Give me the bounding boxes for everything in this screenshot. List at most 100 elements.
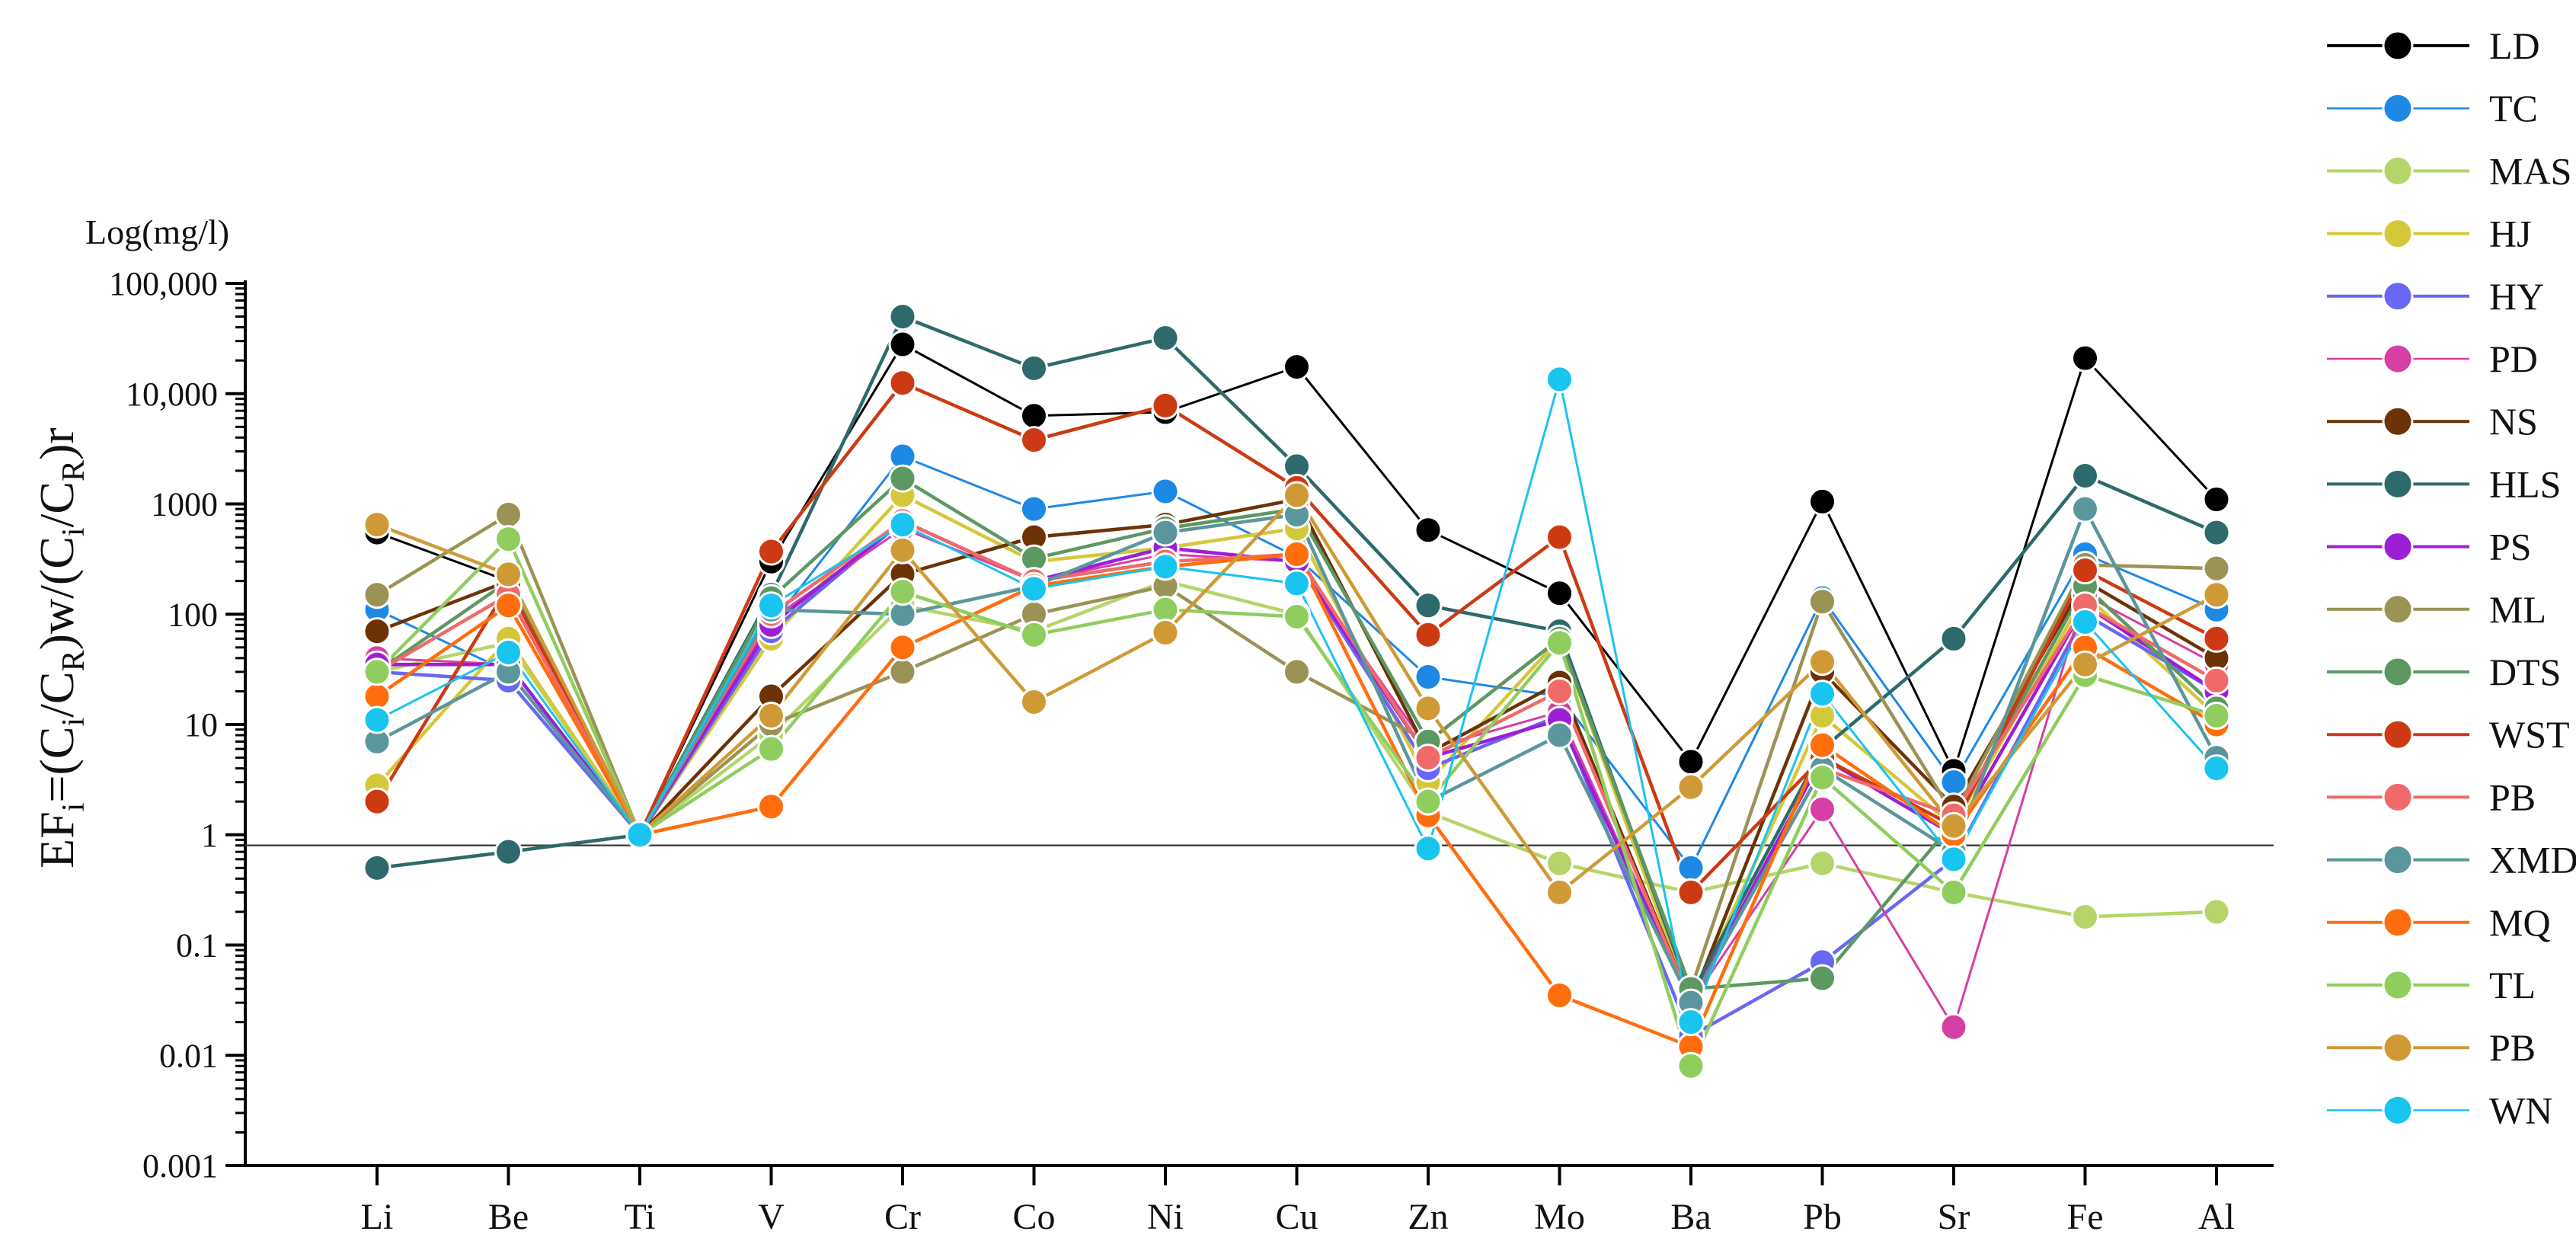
data-point [1808,487,1836,516]
data-point [1808,795,1836,824]
data-point [2202,897,2231,926]
data-point [1808,849,1836,878]
data-point [888,577,917,606]
data-point [888,510,917,539]
legend-label: NS [2489,400,2538,443]
data-point [494,525,523,554]
data-point [1283,569,1311,598]
y-tick-label: 1000 [151,486,218,523]
legend-label: HY [2489,275,2544,318]
x-tick-label: Ba [1670,1197,1711,1237]
data-point [757,702,785,731]
data-point [2202,485,2231,514]
legend: LD TC MAS HJ HY PD NS HLS PS ML DTS WST PB XMD MQ TL PB W… [2327,24,2576,1131]
data-point [1939,811,1968,840]
data-point [1020,353,1048,382]
data-point [1808,680,1836,708]
data-point [1283,481,1311,510]
legend-marker [2382,781,2414,813]
legend-marker [2382,405,2414,437]
data-point [2202,554,2231,583]
data-point [1676,878,1705,907]
data-point [1545,579,1574,608]
legend-marker [2382,218,2414,250]
data-point [363,787,392,816]
data-point [1676,772,1705,801]
x-tick-label: Fe [2067,1197,2104,1237]
data-point [2071,556,2099,585]
legend-label: WST [2489,713,2570,756]
data-point [888,536,917,565]
legend-label: ML [2489,588,2546,631]
legend-marker [2382,656,2414,688]
x-tick-label: Zn [1408,1197,1448,1237]
legend-marker [2382,718,2414,750]
legend-label: TL [2489,964,2536,1006]
data-point [888,464,917,493]
y-tick-label: 1 [201,817,218,854]
data-point [2202,624,2231,653]
data-point [1414,834,1443,863]
legend-label: LD [2489,24,2540,67]
data-point [494,837,523,866]
legend-label: MAS [2489,149,2571,192]
legend-label: HLS [2489,462,2561,505]
x-tick-label: Co [1012,1197,1055,1237]
data-point [1414,694,1443,723]
y-title-part: )w/(C [30,536,84,650]
data-point [1414,516,1443,545]
legend-marker [2382,92,2414,124]
legend-marker [2382,907,2414,939]
data-point [494,638,523,667]
data-point [1414,591,1443,620]
data-point [2202,754,2231,783]
data-point [2071,903,2099,932]
legend-label: TC [2489,87,2538,130]
data-point [494,501,523,529]
legend-marker [2382,1094,2414,1126]
data-point [2071,344,2099,373]
y-title-subscript: i [56,803,91,812]
legend-marker [2382,155,2414,187]
x-tick-label: Li [361,1197,394,1237]
x-tick-label: Mo [1534,1197,1585,1237]
data-point [888,633,917,662]
data-point [757,792,785,821]
data-point [1151,552,1180,581]
data-point [1808,731,1836,760]
data-point [1020,401,1048,430]
data-point [1545,628,1574,657]
data-point [888,302,917,331]
data-point [757,537,785,566]
y-tick-label: 0.01 [159,1037,218,1074]
data-point [2071,650,2099,679]
series-markers [363,302,2231,1080]
y-title-part: =(C [30,727,84,803]
data-point [888,369,917,398]
data-point [2202,702,2231,731]
x-tick-label: Be [488,1197,529,1237]
data-point [1545,878,1574,907]
y-title-subscript: R [56,650,91,671]
y-tick-label: 100 [168,596,218,633]
data-point [1545,676,1574,705]
data-point [1020,426,1048,455]
x-tick-label: Ni [1147,1197,1184,1237]
data-point [363,705,392,734]
data-point [1676,853,1705,882]
data-point [1676,1051,1705,1080]
series-line-mas [376,579,2217,919]
data-point [363,682,392,711]
y-title-part: /C [30,481,84,527]
data-point [2202,666,2231,695]
x-tick-label: Sr [1938,1197,1970,1237]
data-point [1939,1012,1968,1041]
data-point [2071,462,2099,491]
legend-marker [2382,969,2414,1001]
data-point [1939,845,1968,874]
data-point [494,591,523,620]
data-point [1414,663,1443,692]
x-axis-ticks: Li Be Ti V Cr Co Ni Cu Zn Mo Ba Pb Sr Fe Al [361,1166,2235,1237]
data-point [1283,539,1311,568]
